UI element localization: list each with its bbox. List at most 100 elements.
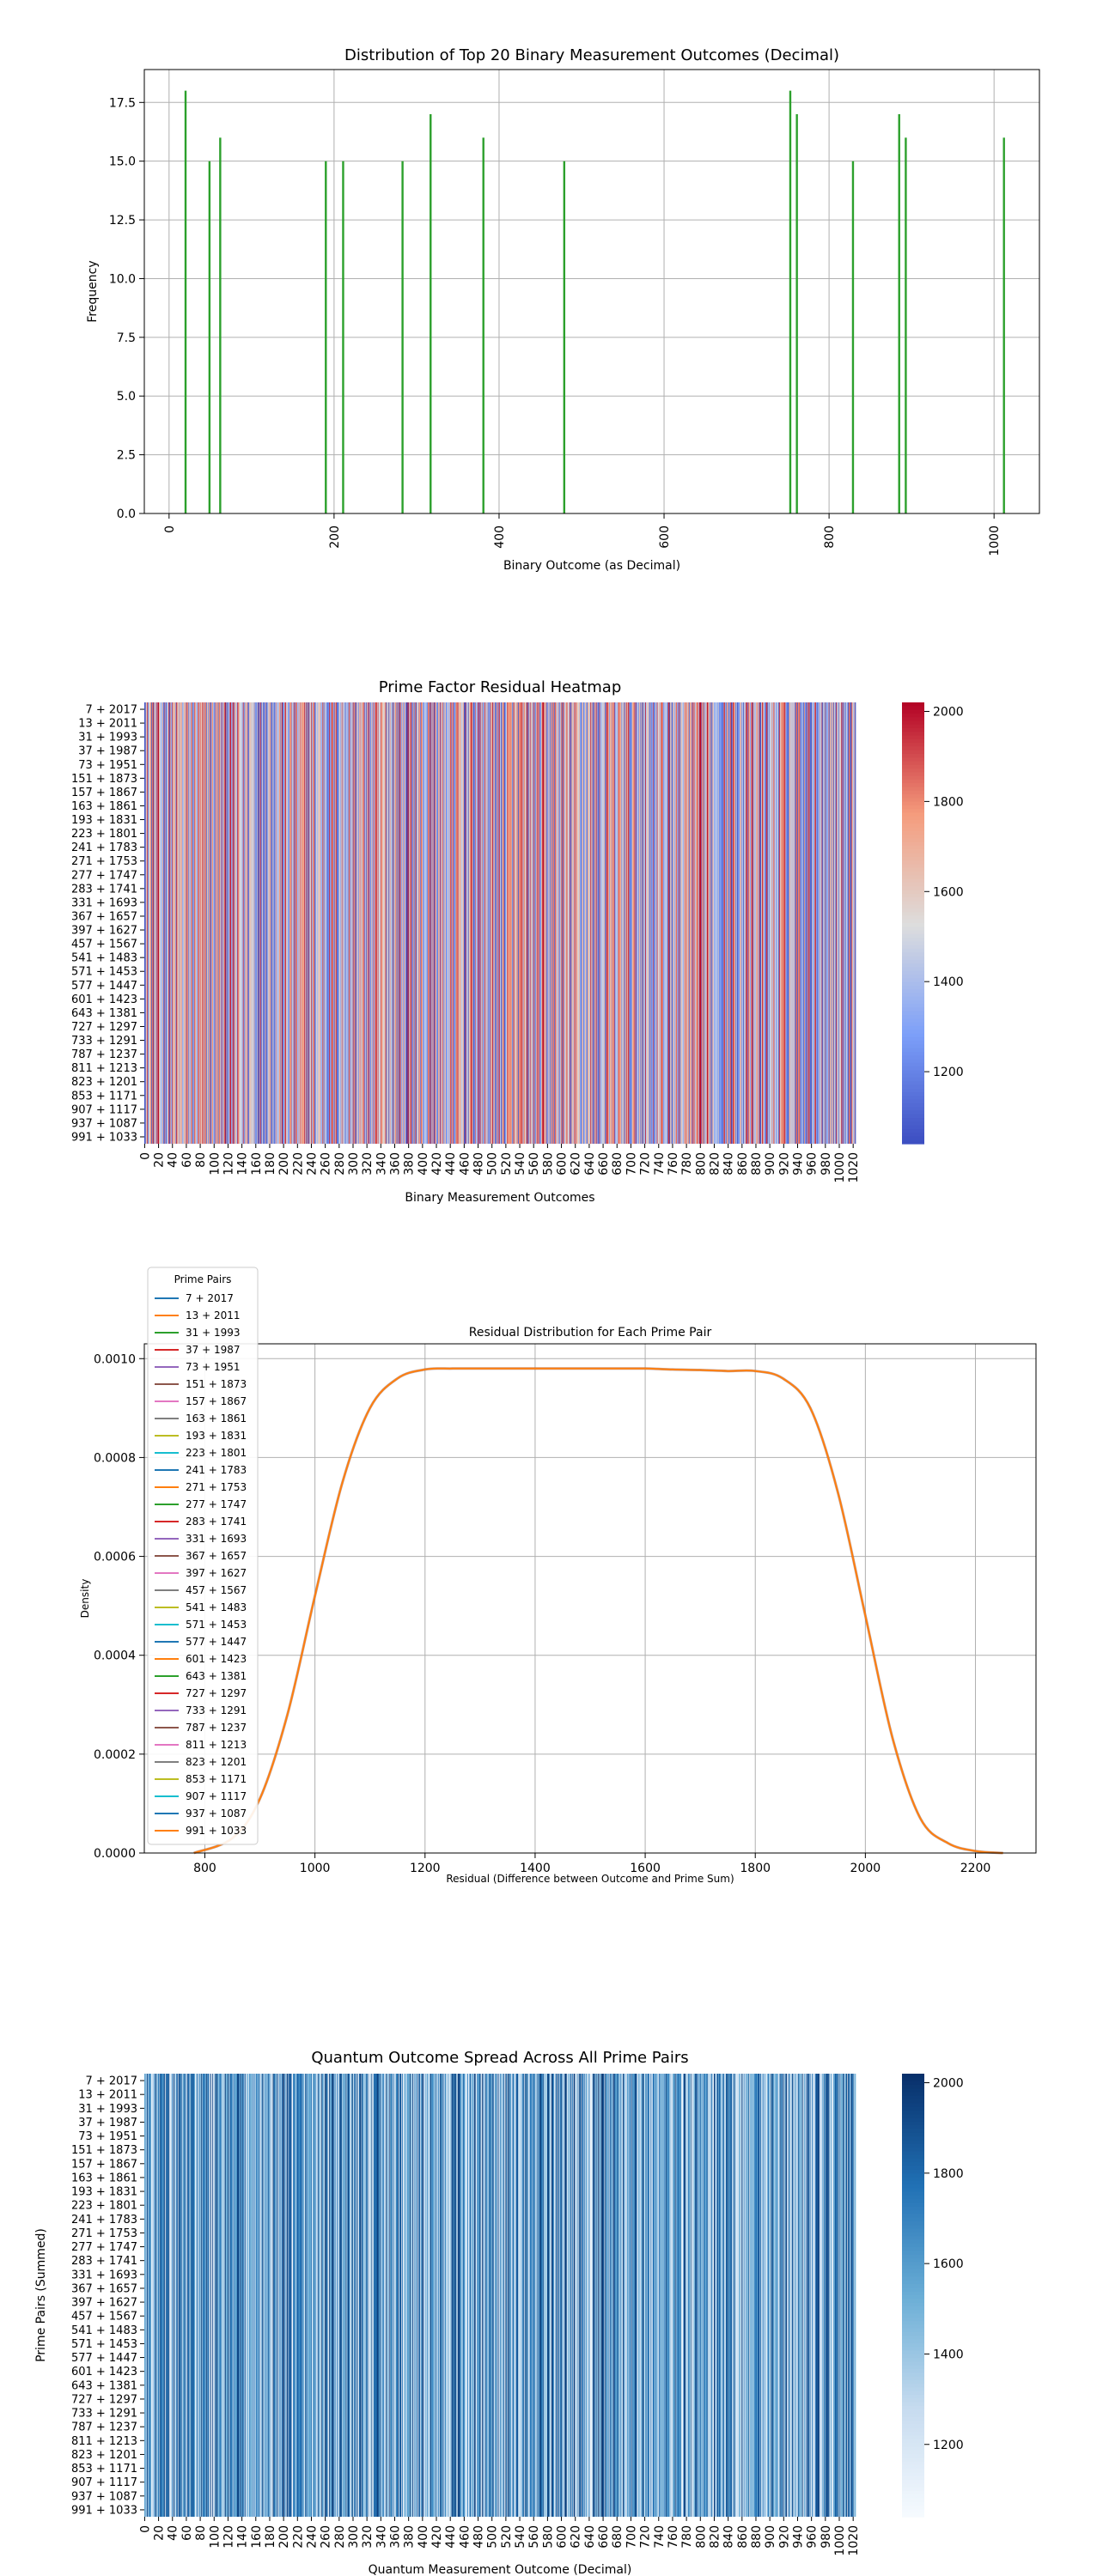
residual-heatmap-cell-column xyxy=(340,702,342,1144)
kde-chart-legend-label: 283 + 1741 xyxy=(186,1516,247,1528)
outcome-heatmap-cell-column xyxy=(224,2074,226,2517)
kde-chart-legend-label: 601 + 1423 xyxy=(186,1653,247,1665)
residual-heatmap-colorbar-segment xyxy=(902,867,924,872)
residual-heatmap-cell-column xyxy=(839,702,841,1144)
residual-heatmap-cell-column xyxy=(662,702,664,1144)
outcome-heatmap-cell-column xyxy=(421,2074,423,2517)
outcome-heatmap-cell-column xyxy=(811,2074,813,2517)
outcome-heatmap-cell-column xyxy=(231,2074,233,2517)
outcome-heatmap-cell-column xyxy=(460,2074,462,2517)
residual-heatmap-cell-column xyxy=(336,702,338,1144)
residual-heatmap-cell-column xyxy=(366,702,368,1144)
outcome-heatmap-cell-column xyxy=(195,2074,197,2517)
outcome-heatmap-cell-column xyxy=(789,2074,791,2517)
residual-heatmap-cell-column xyxy=(700,702,702,1144)
residual-heatmap-cell-column xyxy=(207,702,209,1144)
residual-heatmap-cell-column xyxy=(271,702,273,1144)
residual-heatmap-xtick-label: 720 xyxy=(639,1152,653,1176)
residual-heatmap-cell-column xyxy=(451,702,453,1144)
residual-heatmap-cell-column xyxy=(603,702,605,1144)
outcome-heatmap-cell-column xyxy=(433,2074,435,2517)
residual-heatmap-cell-column xyxy=(631,702,633,1144)
residual-heatmap-cell-column xyxy=(156,702,158,1144)
outcome-heatmap-cell-column xyxy=(625,2074,626,2517)
outcome-heatmap-colorbar-segment xyxy=(902,2472,924,2477)
outcome-heatmap-cell-column xyxy=(553,2074,555,2517)
residual-heatmap-xtick-label: 920 xyxy=(777,1152,791,1176)
residual-heatmap-row-label: 397 + 1627 xyxy=(71,925,137,938)
outcome-heatmap-cell-column xyxy=(629,2074,631,2517)
residual-heatmap-xtick-label: 520 xyxy=(500,1152,514,1176)
residual-heatmap-cell-column xyxy=(685,702,686,1144)
residual-heatmap-cell-column xyxy=(362,702,363,1144)
kde-chart-legend-label: 397 + 1627 xyxy=(186,1567,247,1579)
outcome-heatmap-cell-column xyxy=(458,2074,460,2517)
outcome-heatmap-cell-column xyxy=(772,2074,774,2517)
outcome-heatmap-cell-column xyxy=(382,2074,384,2517)
outcome-heatmap-row-label: 73 + 1951 xyxy=(78,2130,137,2143)
outcome-heatmap-colorbar-segment xyxy=(902,2177,924,2182)
outcome-heatmap-cell-column xyxy=(472,2074,473,2517)
outcome-heatmap-cell-column xyxy=(411,2074,413,2517)
outcome-heatmap-cell-column xyxy=(312,2074,314,2517)
bar-chart-ytick-label: 17.5 xyxy=(109,96,136,110)
outcome-heatmap-cell-column xyxy=(175,2074,177,2517)
outcome-heatmap-cell-column xyxy=(538,2074,539,2517)
residual-heatmap-cell-column xyxy=(353,702,355,1144)
outcome-heatmap-cell-column xyxy=(783,2074,785,2517)
outcome-heatmap-cell-column xyxy=(783,2074,785,2517)
outcome-heatmap-cell-column xyxy=(767,2074,769,2517)
residual-heatmap-cell-column xyxy=(522,702,524,1144)
residual-heatmap-cell-column xyxy=(306,702,308,1144)
outcome-heatmap-cell-column xyxy=(207,2074,209,2517)
residual-heatmap-row-label: 277 + 1747 xyxy=(71,869,137,882)
residual-heatmap-cell-column xyxy=(590,702,592,1144)
residual-heatmap-cell-column xyxy=(411,702,413,1144)
residual-heatmap-cell-column xyxy=(554,702,556,1144)
residual-heatmap-cell-column xyxy=(417,702,418,1144)
outcome-heatmap-cell-column xyxy=(623,2074,625,2517)
outcome-heatmap-xtick-label: 640 xyxy=(583,2525,597,2549)
outcome-heatmap-cell-column xyxy=(489,2074,491,2517)
residual-heatmap-cell-column xyxy=(233,702,235,1144)
outcome-heatmap-cell-column xyxy=(376,2074,378,2517)
bar-chart-xtick-label: 400 xyxy=(493,526,507,549)
residual-heatmap-cell-column xyxy=(796,702,798,1144)
residual-heatmap-cell-column xyxy=(605,702,606,1144)
residual-heatmap-cell-column xyxy=(520,702,521,1144)
residual-heatmap-cell-column xyxy=(285,702,287,1144)
residual-heatmap-cell-column xyxy=(285,702,288,1144)
residual-heatmap-cell-column xyxy=(358,702,361,1144)
outcome-heatmap-xtick-label: 280 xyxy=(333,2525,347,2549)
outcome-heatmap-cell-column xyxy=(583,2074,585,2517)
residual-heatmap-cell-column xyxy=(567,702,569,1144)
residual-heatmap-cell-column xyxy=(606,702,607,1144)
residual-heatmap-cell-column xyxy=(692,702,694,1144)
residual-heatmap-colorbar-segment xyxy=(902,974,924,979)
outcome-heatmap-cell-column xyxy=(595,2074,597,2517)
residual-heatmap-colorbar-segment xyxy=(902,1062,924,1067)
residual-heatmap-cell-column xyxy=(674,702,676,1144)
residual-heatmap-xtick-label: 320 xyxy=(361,1152,375,1176)
outcome-heatmap-cell-column xyxy=(166,2074,168,2517)
outcome-heatmap-cell-column xyxy=(824,2074,826,2517)
outcome-heatmap-cell-column xyxy=(478,2074,480,2517)
outcome-heatmap-cell-column xyxy=(540,2074,542,2517)
outcome-heatmap-xtick-label: 40 xyxy=(167,2525,180,2541)
residual-heatmap-cell-column xyxy=(640,702,642,1144)
residual-heatmap-cell-column xyxy=(229,702,230,1144)
residual-heatmap-cell-column xyxy=(402,702,404,1144)
residual-heatmap-cell-column xyxy=(750,702,753,1144)
outcome-heatmap-colorbar-segment xyxy=(902,2387,924,2392)
outcome-heatmap-cell-column xyxy=(232,2074,234,2517)
residual-heatmap-cell-column xyxy=(344,702,346,1144)
residual-heatmap-colorbar-segment xyxy=(902,779,924,784)
bar-chart-xtick-label: 0 xyxy=(163,526,177,533)
outcome-heatmap-cell-column xyxy=(336,2074,338,2517)
outcome-heatmap-cell-column xyxy=(204,2074,206,2517)
outcome-heatmap-xtick-label: 120 xyxy=(222,2525,235,2549)
outcome-heatmap-cell-column xyxy=(765,2074,767,2517)
residual-heatmap-cell-column xyxy=(516,702,518,1144)
outcome-heatmap-cell-column xyxy=(578,2074,580,2517)
residual-heatmap-cell-column xyxy=(573,702,575,1144)
